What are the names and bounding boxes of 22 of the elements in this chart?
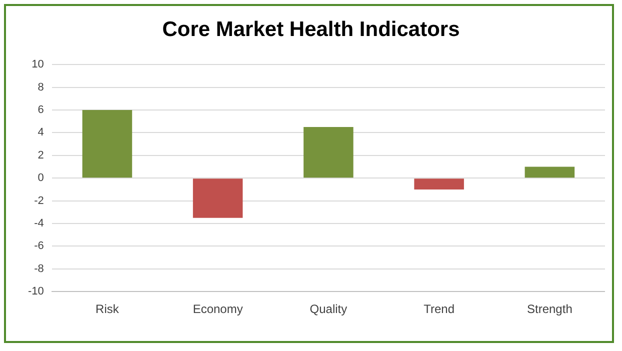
y-tick-label: -4: [34, 218, 44, 230]
y-tick-label: -2: [34, 194, 44, 207]
y-tick-label: 4: [38, 126, 44, 139]
bar: [524, 166, 575, 178]
y-tick-label: 8: [38, 81, 44, 94]
x-tick-label: Economy: [192, 302, 243, 316]
bar: [192, 178, 243, 218]
x-tick-label: Risk: [96, 302, 120, 316]
x-tick-label: Trend: [424, 302, 455, 316]
y-tick-label: 0: [38, 172, 44, 184]
x-tick-label: Quality: [310, 302, 348, 316]
y-tick-label: -10: [28, 286, 44, 298]
bar: [82, 110, 132, 178]
x-tick-label: Strength: [527, 302, 572, 316]
chart-title: Core Market Health Indicators: [161, 18, 461, 42]
y-tick-label: -8: [34, 262, 44, 275]
bar: [304, 127, 354, 178]
y-tick-label: -6: [34, 240, 44, 252]
y-tick-label: 2: [38, 149, 44, 162]
y-tick-label: 6: [38, 104, 44, 116]
bar: [414, 178, 464, 190]
y-tick-label: 10: [32, 58, 44, 71]
